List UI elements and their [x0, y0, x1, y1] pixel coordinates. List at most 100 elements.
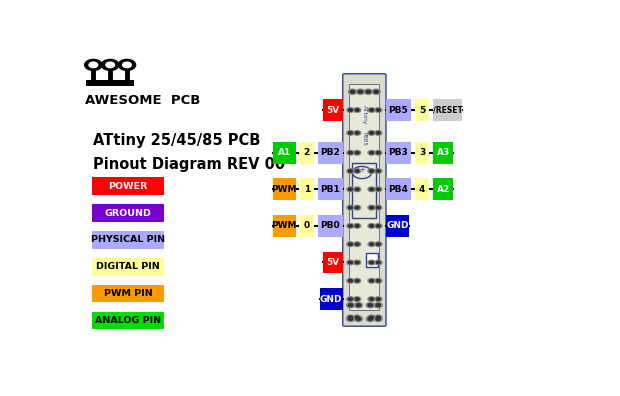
Circle shape — [374, 187, 382, 192]
Circle shape — [368, 131, 375, 135]
FancyBboxPatch shape — [320, 288, 343, 310]
Text: PB5: PB5 — [389, 105, 409, 114]
FancyBboxPatch shape — [317, 142, 343, 164]
Text: PB2: PB2 — [321, 148, 340, 157]
Circle shape — [356, 318, 361, 320]
Text: 5V: 5V — [326, 105, 339, 114]
Circle shape — [376, 151, 380, 154]
FancyBboxPatch shape — [299, 215, 314, 237]
Circle shape — [347, 278, 354, 283]
Circle shape — [370, 298, 373, 300]
FancyBboxPatch shape — [386, 99, 411, 121]
FancyBboxPatch shape — [386, 178, 411, 200]
Circle shape — [348, 261, 352, 264]
Text: PB4: PB4 — [389, 185, 409, 194]
Circle shape — [370, 206, 373, 209]
Circle shape — [374, 205, 382, 210]
FancyBboxPatch shape — [92, 312, 164, 329]
Circle shape — [370, 109, 373, 111]
Circle shape — [355, 109, 359, 111]
Circle shape — [370, 280, 373, 282]
Circle shape — [368, 318, 373, 320]
Circle shape — [347, 316, 355, 322]
Circle shape — [353, 315, 361, 320]
Circle shape — [370, 151, 373, 154]
Text: PB0: PB0 — [321, 221, 340, 230]
Text: Pinout Diagram REV 00: Pinout Diagram REV 00 — [93, 157, 285, 172]
Circle shape — [376, 109, 380, 111]
Circle shape — [366, 303, 374, 308]
Circle shape — [370, 243, 373, 246]
Circle shape — [347, 224, 354, 228]
Circle shape — [353, 260, 361, 265]
Text: GND: GND — [320, 295, 342, 304]
Circle shape — [353, 169, 361, 173]
Circle shape — [374, 242, 382, 246]
Circle shape — [347, 303, 355, 308]
Circle shape — [347, 242, 354, 246]
Circle shape — [353, 108, 361, 112]
FancyBboxPatch shape — [386, 142, 411, 164]
FancyBboxPatch shape — [352, 164, 376, 218]
FancyBboxPatch shape — [92, 258, 164, 276]
Circle shape — [355, 243, 359, 246]
FancyBboxPatch shape — [433, 142, 453, 164]
Circle shape — [347, 187, 354, 192]
Circle shape — [353, 297, 361, 301]
Circle shape — [368, 205, 375, 210]
FancyBboxPatch shape — [433, 178, 453, 200]
Circle shape — [376, 261, 380, 264]
Circle shape — [374, 131, 382, 135]
Text: PB3: PB3 — [389, 148, 409, 157]
Text: 4: 4 — [419, 185, 425, 194]
FancyBboxPatch shape — [322, 99, 343, 121]
Circle shape — [374, 108, 382, 112]
FancyBboxPatch shape — [273, 142, 296, 164]
Circle shape — [358, 90, 363, 93]
Text: 1: 1 — [304, 185, 310, 194]
Circle shape — [347, 260, 354, 265]
Text: GND: GND — [386, 221, 409, 230]
FancyBboxPatch shape — [92, 177, 164, 195]
FancyBboxPatch shape — [273, 178, 296, 200]
Circle shape — [355, 151, 359, 154]
FancyBboxPatch shape — [415, 142, 429, 164]
FancyBboxPatch shape — [299, 142, 314, 164]
Circle shape — [355, 170, 359, 172]
Circle shape — [347, 169, 354, 173]
Circle shape — [376, 243, 380, 246]
Circle shape — [372, 89, 380, 94]
Circle shape — [374, 297, 382, 301]
Circle shape — [348, 131, 352, 134]
FancyBboxPatch shape — [92, 285, 164, 303]
Circle shape — [355, 303, 363, 308]
Circle shape — [356, 89, 365, 94]
Text: PWM: PWM — [272, 221, 297, 230]
Circle shape — [85, 59, 102, 70]
Text: PWM PIN: PWM PIN — [104, 289, 153, 298]
Circle shape — [376, 188, 380, 190]
Circle shape — [376, 170, 380, 172]
Circle shape — [374, 303, 383, 308]
Circle shape — [374, 316, 383, 322]
Circle shape — [374, 260, 382, 265]
Circle shape — [364, 89, 373, 94]
Circle shape — [347, 297, 354, 301]
FancyBboxPatch shape — [86, 80, 134, 86]
FancyBboxPatch shape — [433, 99, 462, 121]
FancyBboxPatch shape — [92, 204, 164, 222]
Text: POWER: POWER — [108, 182, 148, 191]
Text: A2: A2 — [436, 185, 450, 194]
Circle shape — [348, 170, 352, 172]
Text: PB85: PB85 — [362, 132, 367, 146]
Circle shape — [368, 169, 375, 173]
Circle shape — [347, 131, 354, 135]
FancyBboxPatch shape — [366, 253, 378, 267]
Circle shape — [106, 62, 115, 68]
Circle shape — [348, 304, 353, 307]
Circle shape — [368, 278, 375, 283]
Circle shape — [368, 297, 375, 301]
Circle shape — [374, 150, 382, 155]
Circle shape — [376, 316, 380, 319]
FancyBboxPatch shape — [386, 215, 409, 237]
